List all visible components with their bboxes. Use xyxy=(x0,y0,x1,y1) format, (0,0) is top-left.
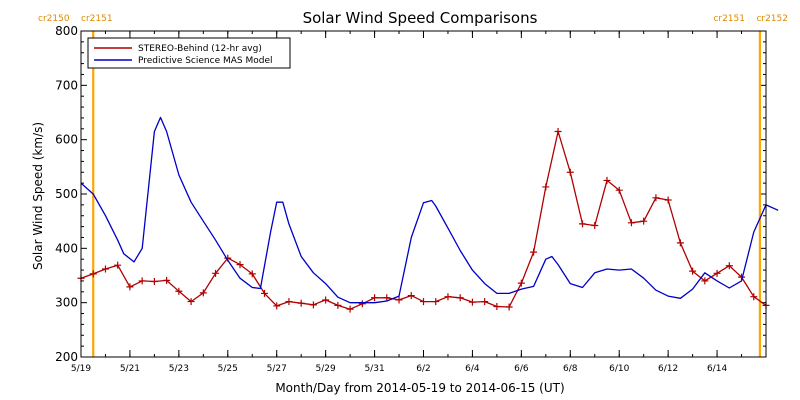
x-tick-label: 6/14 xyxy=(707,364,727,374)
data-point-stereo xyxy=(725,262,733,270)
data-point-stereo xyxy=(456,294,464,302)
y-tick-label: 800 xyxy=(55,24,78,38)
data-point-stereo xyxy=(615,186,623,194)
x-tick-label: 5/27 xyxy=(267,364,287,374)
chart-title: Solar Wind Speed Comparisons xyxy=(303,9,538,27)
data-point-stereo xyxy=(420,298,427,306)
data-point-stereo xyxy=(530,248,538,256)
x-tick-label: 6/12 xyxy=(658,364,678,374)
x-tick-label: 6/10 xyxy=(609,364,629,374)
data-point-stereo xyxy=(101,265,109,273)
y-tick-label: 200 xyxy=(55,350,78,364)
data-point-stereo xyxy=(89,270,97,278)
data-point-stereo xyxy=(236,261,244,269)
data-point-stereo xyxy=(248,270,256,278)
data-point-stereo xyxy=(114,261,122,269)
x-tick-label: 5/25 xyxy=(218,364,238,374)
x-tick-label: 5/23 xyxy=(169,364,189,374)
x-tick-label: 6/4 xyxy=(465,364,480,374)
x-axis-label: Month/Day from 2014-05-19 to 2014-06-15 … xyxy=(275,381,564,395)
x-tick-label: 5/31 xyxy=(364,364,384,374)
legend-label-stereo: STEREO-Behind (12-hr avg) xyxy=(138,44,262,54)
data-point-stereo xyxy=(297,299,305,307)
data-point-stereo xyxy=(273,302,281,310)
series-line-mas xyxy=(80,116,779,304)
x-tick-label: 5/29 xyxy=(316,364,336,374)
data-point-stereo xyxy=(701,277,709,285)
data-point-stereo xyxy=(505,303,513,311)
data-point-stereo xyxy=(640,217,648,225)
data-point-stereo xyxy=(395,296,403,304)
x-tick-label: 6/2 xyxy=(416,364,430,374)
legend: STEREO-Behind (12-hr avg) Predictive Sci… xyxy=(87,37,291,69)
data-point-stereo xyxy=(138,277,146,285)
y-tick-label: 600 xyxy=(55,133,78,147)
data-point-stereo xyxy=(542,183,550,191)
data-point-stereo xyxy=(322,296,330,304)
data-point-stereo xyxy=(309,301,317,309)
data-point-stereo xyxy=(285,298,293,306)
y-tick-label: 400 xyxy=(55,241,78,255)
y-tick-label: 700 xyxy=(55,78,78,92)
data-point-stereo xyxy=(566,168,574,176)
cr-label-right-2: cr2152 xyxy=(756,14,788,24)
data-point-stereo xyxy=(493,302,501,310)
data-point-stereo xyxy=(713,269,721,277)
x-tick-label: 6/8 xyxy=(563,364,578,374)
series-line-stereo xyxy=(80,130,767,310)
plot-area: 200 300 400 500 600 700 800 5/19 5/21 5/23 5/25 5/2… xyxy=(55,24,779,374)
data-point-stereo xyxy=(383,294,391,302)
data-point-stereo xyxy=(481,298,489,306)
y-tick-label: 500 xyxy=(55,187,78,201)
cr-label-left-2: cr2151 xyxy=(81,14,113,24)
data-point-stereo xyxy=(676,239,684,247)
data-point-stereo xyxy=(689,267,697,275)
data-point-stereo xyxy=(432,298,440,306)
y-axis-label: Solar Wind Speed (km/s) xyxy=(31,122,45,270)
data-point-stereo xyxy=(627,219,635,227)
data-point-stereo xyxy=(517,279,525,287)
legend-box xyxy=(87,37,291,69)
x-tick-label: 5/21 xyxy=(120,364,140,374)
data-point-stereo xyxy=(150,277,158,285)
data-point-stereo xyxy=(664,196,672,204)
data-point-stereo xyxy=(346,305,354,313)
x-tick-label: 5/19 xyxy=(71,364,91,374)
data-point-stereo xyxy=(554,128,562,136)
data-point-stereo xyxy=(468,298,476,306)
data-point-stereo xyxy=(212,269,220,277)
data-point-stereo xyxy=(371,294,379,302)
data-point-stereo xyxy=(260,289,268,297)
legend-label-mas: Predictive Science MAS Model xyxy=(138,56,273,66)
data-point-stereo xyxy=(750,293,758,301)
y-tick-label: 300 xyxy=(55,296,78,310)
data-point-stereo xyxy=(199,289,207,297)
cr-label-right-1: cr2151 xyxy=(713,14,745,24)
plot-frame xyxy=(80,30,767,358)
cr-label-left-1: cr2150 xyxy=(38,14,70,24)
x-tick-label: 6/6 xyxy=(514,364,529,374)
data-point-stereo xyxy=(126,283,134,291)
data-point-stereo xyxy=(591,222,599,230)
data-point-stereo xyxy=(444,293,452,301)
data-point-stereo xyxy=(407,292,415,300)
data-point-stereo xyxy=(358,300,366,308)
data-point-stereo xyxy=(175,287,183,295)
data-point-stereo xyxy=(187,298,195,306)
data-point-stereo xyxy=(334,301,342,309)
data-point-stereo xyxy=(652,194,660,202)
data-point-stereo xyxy=(579,220,587,228)
data-point-stereo xyxy=(163,276,171,284)
data-point-stereo xyxy=(603,176,611,184)
